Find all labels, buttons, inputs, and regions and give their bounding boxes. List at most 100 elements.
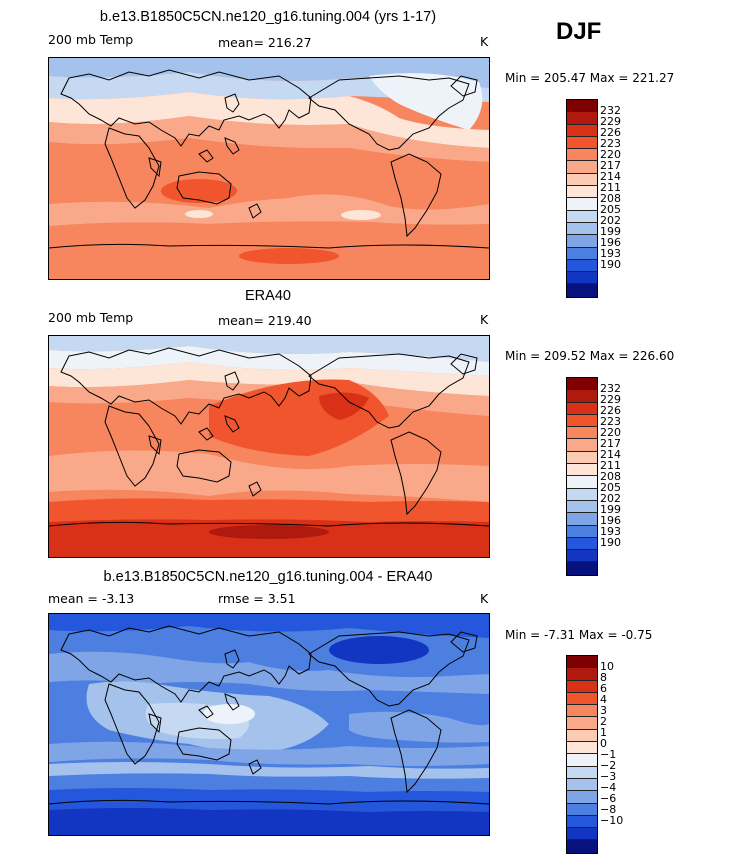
colorbar-swatch — [567, 161, 597, 174]
colorbar-label: 226 — [600, 404, 621, 417]
colorbar-swatch — [567, 828, 597, 841]
colorbar-label: 205 — [600, 481, 621, 494]
colorbar-swatch — [567, 173, 597, 187]
colorbar-swatch — [567, 210, 597, 223]
colorbar-label: 4 — [600, 693, 607, 706]
colorbar-swatch — [567, 766, 597, 779]
colorbar-swatch — [567, 791, 597, 804]
colorbar-label: 193 — [600, 525, 621, 538]
colorbar-swatch — [567, 235, 597, 248]
colorbar-swatch — [567, 390, 597, 403]
panel-2-mean-label: mean= 219.40 — [218, 313, 312, 328]
panel-1-map — [48, 57, 490, 280]
colorbar-label: 211 — [600, 181, 621, 194]
colorbar-label: 220 — [600, 148, 621, 161]
colorbar-swatch — [567, 668, 597, 681]
colorbar-label: −6 — [600, 792, 617, 805]
panel-1-mean-label: mean= 216.27 — [218, 35, 312, 50]
colorbar-swatch — [567, 705, 597, 718]
colorbar-label: 193 — [600, 247, 621, 260]
colorbar-label: 190 — [600, 536, 621, 549]
colorbar-label: 220 — [600, 426, 621, 439]
colorbar-swatch — [567, 513, 597, 526]
panel-2-units: K — [480, 312, 489, 327]
colorbar-label: 208 — [600, 470, 621, 483]
colorbar-swatch — [567, 476, 597, 489]
colorbar-label: 10 — [600, 660, 614, 673]
colorbar-label: 205 — [600, 203, 621, 216]
colorbar-swatch — [567, 500, 597, 514]
colorbar-label: 229 — [600, 393, 621, 406]
colorbar-label: 6 — [600, 682, 607, 695]
panel-2-colorbar — [566, 377, 598, 576]
colorbar-label: −1 — [600, 748, 617, 761]
panel-3-title: b.e13.B1850C5CN.ne120_g16.tuning.004 - E… — [103, 569, 433, 585]
colorbar-label: 0 — [600, 737, 607, 750]
colorbar-swatch — [567, 717, 597, 730]
colorbar-swatch — [567, 222, 597, 236]
colorbar-label: 229 — [600, 115, 621, 128]
colorbar-swatch — [567, 488, 597, 501]
colorbar-label: 208 — [600, 192, 621, 205]
colorbar-swatch — [567, 451, 597, 465]
colorbar-swatch — [567, 149, 597, 162]
colorbar-label: 217 — [600, 159, 621, 172]
panel-1-minmax: Min = 205.47 Max = 221.27 — [505, 71, 675, 85]
colorbar-label: 3 — [600, 704, 607, 717]
colorbar-swatch — [567, 186, 597, 199]
colorbar-label: 232 — [600, 382, 621, 395]
colorbar-label: −3 — [600, 770, 617, 783]
colorbar-swatch — [567, 427, 597, 440]
colorbar-swatch — [567, 550, 597, 563]
colorbar-swatch — [567, 680, 597, 693]
colorbar-label: 223 — [600, 415, 621, 428]
panel-3-map — [48, 613, 490, 836]
panel-1-colorbar — [566, 99, 598, 298]
colorbar-swatch — [567, 656, 597, 669]
colorbar-swatch — [567, 840, 597, 853]
panel-3-minmax: Min = -7.31 Max = -0.75 — [505, 628, 653, 642]
colorbar-swatch — [567, 247, 597, 260]
season-label: DJF — [556, 18, 602, 45]
colorbar-swatch — [567, 692, 597, 706]
colorbar-label: −10 — [600, 814, 624, 827]
colorbar-label: 199 — [600, 503, 621, 516]
colorbar-swatch — [567, 198, 597, 211]
colorbar-swatch — [567, 464, 597, 477]
colorbar-label: 214 — [600, 448, 621, 461]
colorbar-label: 202 — [600, 214, 621, 227]
colorbar-label: 214 — [600, 170, 621, 183]
colorbar-swatch — [567, 136, 597, 150]
colorbar-swatch — [567, 537, 597, 551]
colorbar-label: 217 — [600, 437, 621, 450]
panel-1-variable-label: 200 mb Temp — [48, 32, 134, 47]
panel-1-units: K — [480, 34, 489, 49]
colorbar-swatch — [567, 742, 597, 755]
colorbar-swatch — [567, 124, 597, 137]
colorbar-swatch — [567, 562, 597, 575]
colorbar-swatch — [567, 378, 597, 391]
colorbar-label: −4 — [600, 781, 617, 794]
colorbar-label: 190 — [600, 258, 621, 271]
colorbar-swatch — [567, 414, 597, 428]
colorbar-swatch — [567, 259, 597, 273]
colorbar-swatch — [567, 815, 597, 829]
colorbar-label: −2 — [600, 759, 617, 772]
colorbar-label: 226 — [600, 126, 621, 139]
colorbar-swatch — [567, 754, 597, 767]
panel-2-title: ERA40 — [245, 288, 291, 304]
panel-3-mean-label: mean = -3.13 — [48, 591, 135, 606]
colorbar-label: 2 — [600, 715, 607, 728]
colorbar-label: 202 — [600, 492, 621, 505]
colorbar-label: 211 — [600, 459, 621, 472]
colorbar-swatch — [567, 803, 597, 816]
colorbar-swatch — [567, 439, 597, 452]
panel-2-map — [48, 335, 490, 558]
panel-2-minmax: Min = 209.52 Max = 226.60 — [505, 349, 675, 363]
panel-3-units: K — [480, 591, 489, 606]
colorbar-swatch — [567, 729, 597, 743]
colorbar-swatch — [567, 525, 597, 538]
colorbar-swatch — [567, 272, 597, 285]
panel-1-title: b.e13.B1850C5CN.ne120_g16.tuning.004 (yr… — [99, 9, 437, 25]
panel-2-variable-label: 200 mb Temp — [48, 310, 134, 325]
